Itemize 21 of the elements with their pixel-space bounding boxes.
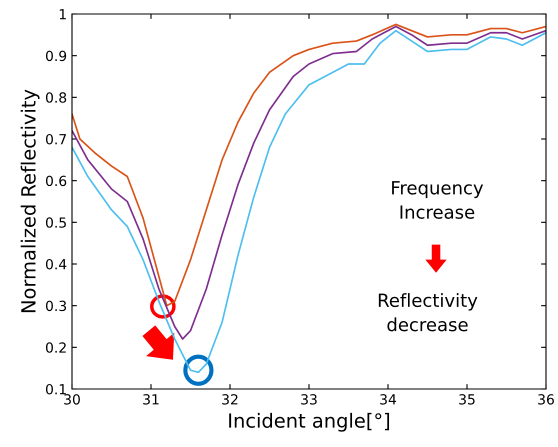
- y-tick-label: 0.3: [46, 300, 66, 312]
- x-axis-title: Incident angle[°]: [229, 412, 390, 432]
- x-tick-label: 32: [222, 394, 238, 405]
- x-tick-label: 31: [143, 394, 159, 405]
- y-tick-label: 0.2: [46, 342, 66, 353]
- y-tick-label: 0.4: [46, 258, 66, 270]
- y-axis-title: Normalized Reflectivity: [20, 90, 40, 312]
- y-tick-label: 1: [60, 9, 66, 20]
- x-tick-label: 36: [538, 394, 554, 405]
- y-tick-label: 0.8: [46, 92, 66, 103]
- x-tick-label: 33: [301, 394, 317, 405]
- y-tick-label: 0.5: [46, 217, 66, 228]
- y-tick-label: 0.9: [46, 50, 66, 62]
- annotation: Reflectivity decrease: [378, 293, 478, 332]
- x-tick-label: 35: [459, 394, 475, 405]
- x-tick-label: 30: [64, 394, 80, 405]
- y-tick-label: 0.1: [46, 384, 66, 394]
- y-tick-label: 0.6: [46, 176, 66, 186]
- annotation: Frequency Increase: [392, 181, 484, 219]
- y-tick-label: 0.7: [46, 134, 66, 144]
- x-tick-label: 34: [380, 394, 396, 405]
